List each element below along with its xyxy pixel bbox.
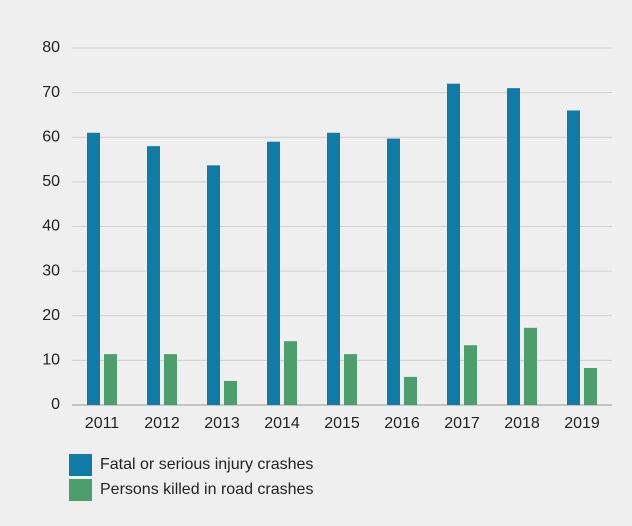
bar [447,83,460,405]
x-tick-label: 2012 [144,415,180,432]
bar [224,380,237,405]
x-tick-label: 2017 [444,415,480,432]
y-tick-label: 70 [42,84,60,101]
y-tick-label: 60 [42,128,60,145]
legend-swatch [69,454,92,476]
y-tick-label: 80 [42,39,60,56]
bar [284,341,297,405]
y-tick-label: 50 [42,173,60,190]
bar [104,354,117,405]
y-tick-label: 20 [42,307,60,324]
x-tick-label: 2016 [384,415,420,432]
bar [567,110,580,405]
x-tick-label: 2018 [504,415,540,432]
legend-label: Fatal or serious injury crashes [100,456,313,473]
y-tick-label: 10 [42,352,60,369]
x-tick-label: 2011 [85,415,120,432]
x-tick-label: 2015 [324,415,360,432]
y-tick-label: 0 [51,396,60,413]
bar [147,146,160,406]
bar [524,327,537,405]
y-tick-label: 30 [42,262,60,279]
x-tick-label: 2013 [204,415,240,432]
bar [267,141,280,405]
bar [164,354,177,405]
bar [464,345,477,405]
bar [207,165,220,405]
bar [584,367,597,405]
x-tick-label: 2019 [564,415,600,432]
bar [507,88,520,405]
bar [404,376,417,405]
bar [344,354,357,405]
x-tick-label: 2014 [264,415,300,432]
legend-label: Persons killed in road crashes [100,481,313,498]
bar [327,132,340,405]
bar [87,132,100,405]
bar [387,138,400,405]
legend-swatch [69,479,92,501]
y-tick-label: 40 [42,218,60,235]
